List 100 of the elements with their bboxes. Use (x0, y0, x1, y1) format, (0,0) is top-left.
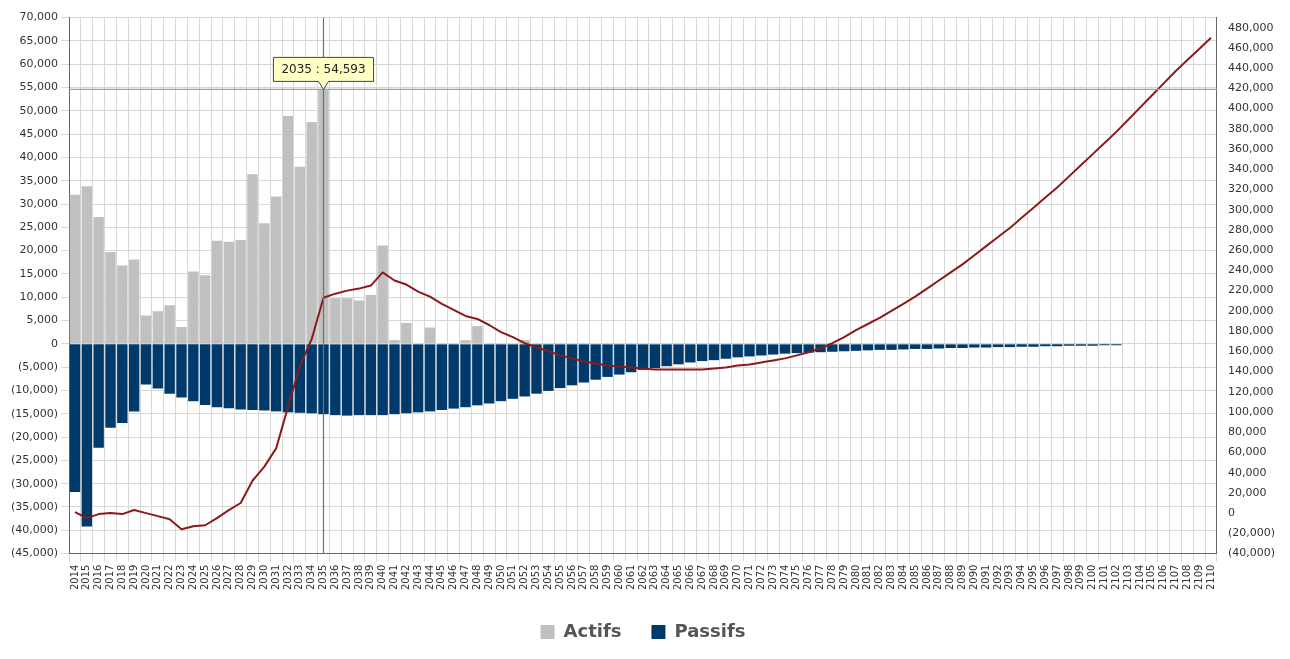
x-tick-label: 2099 (1074, 564, 1086, 590)
x-tick-label: 2036 (328, 564, 340, 590)
x-tick-label: 2104 (1133, 564, 1145, 590)
x-tick-label: 2066 (683, 564, 695, 590)
bar (779, 344, 791, 354)
y-tick-label: 0 (51, 336, 59, 350)
legend-label: Passifs (674, 619, 746, 641)
bar (566, 344, 578, 386)
x-tick-label: 2102 (1109, 564, 1121, 590)
x-tick-label: 2030 (257, 564, 269, 590)
y-tick-label: 70,000 (19, 10, 59, 24)
y-tick-label: (20,000) (10, 429, 59, 443)
y2-tick-label: 180,000 (1227, 323, 1274, 337)
x-tick-label: 2046 (447, 564, 459, 590)
y-tick-label: 10,000 (19, 290, 59, 304)
x-tick-label: 2027 (222, 564, 234, 590)
x-tick-label: 2057 (577, 564, 589, 590)
bar (353, 344, 365, 416)
y2-tick-label: 200,000 (1227, 303, 1274, 317)
bar (495, 344, 507, 402)
x-tick-label: 2085 (908, 564, 920, 590)
y-tick-label: 25,000 (19, 220, 59, 234)
x-tick-label: 2095 (1027, 564, 1039, 590)
x-tick-label: 2063 (648, 564, 660, 590)
y-tick-label: 45,000 (19, 126, 59, 140)
y2-tick-label: 400,000 (1227, 101, 1274, 115)
x-tick-label: 2108 (1180, 564, 1192, 590)
bar (282, 344, 294, 413)
x-tick-label: 2042 (399, 564, 411, 590)
x-tick-label: 2078 (825, 564, 837, 590)
y-tick-label: (15,000) (10, 406, 59, 420)
y2-tick-label: 20,000 (1227, 485, 1267, 499)
x-tick-label: 2065 (672, 564, 684, 590)
y-tick-label: 40,000 (19, 150, 59, 164)
x-tick-label: 2089 (956, 564, 968, 590)
bar (282, 115, 294, 344)
x-tick-label: 2051 (506, 564, 518, 590)
y2-tick-label: (40,000) (1227, 546, 1276, 560)
x-tick-label: 2031 (269, 564, 281, 590)
x-tick-label: 2060 (612, 564, 624, 590)
x-tick-label: 2080 (849, 564, 861, 590)
x-tick-label: 2038 (352, 564, 364, 590)
y2-tick-label: 300,000 (1227, 202, 1274, 216)
y-tick-label: 60,000 (19, 57, 59, 71)
y2-tick-label: 120,000 (1227, 384, 1274, 398)
x-tick-label: 2070 (731, 564, 743, 590)
bar (921, 344, 933, 349)
y2-tick-label: 480,000 (1227, 20, 1274, 34)
x-tick-label: 2047 (459, 564, 471, 590)
x-tick-label: 2017 (104, 564, 116, 590)
x-tick-label: 2105 (1145, 564, 1157, 590)
bar (140, 315, 152, 344)
bar (708, 344, 720, 361)
x-tick-label: 2054 (541, 564, 553, 590)
x-tick-label: 2026 (210, 564, 222, 590)
x-tick-label: 2048 (470, 564, 482, 590)
y2-tick-label: 220,000 (1227, 283, 1274, 297)
x-tick-label: 2032 (281, 564, 293, 590)
x-tick-label: 2019 (127, 564, 139, 590)
y-tick-label: 65,000 (19, 33, 59, 47)
x-tick-label: 2035 (317, 564, 329, 590)
x-tick-label: 2107 (1169, 564, 1181, 590)
x-tick-label: 2075 (790, 564, 802, 590)
x-tick-label: 2086 (920, 564, 932, 590)
x-tick-label: 2061 (624, 564, 636, 590)
x-tick-label: 2091 (979, 564, 991, 590)
x-tick-label: 2100 (1086, 564, 1098, 590)
x-tick-label: 2052 (518, 564, 530, 590)
x-tick-label: 2079 (837, 564, 849, 590)
x-tick-label: 2077 (814, 564, 826, 590)
x-tick-label: 2076 (802, 564, 814, 590)
x-tick-label: 2067 (695, 564, 707, 590)
y2-tick-label: 40,000 (1227, 465, 1267, 479)
x-tick-label: 2045 (435, 564, 447, 590)
y2-tick-label: 360,000 (1227, 141, 1274, 155)
x-tick-label: 2098 (1062, 564, 1074, 590)
bar (637, 344, 649, 370)
x-tick-label: 2072 (754, 564, 766, 590)
x-tick-label: 2016 (92, 564, 104, 590)
x-tick-label: 2092 (991, 564, 1003, 590)
y2-tick-label: (20,000) (1227, 526, 1276, 540)
y2-tick-label: 160,000 (1227, 344, 1274, 358)
x-tick-label: 2039 (364, 564, 376, 590)
x-tick-label: 2087 (932, 564, 944, 590)
x-tick-label: 2097 (1050, 564, 1062, 590)
bar (69, 194, 81, 344)
x-tick-label: 2101 (1098, 564, 1110, 590)
x-tick-label: 2024 (186, 564, 198, 590)
x-tick-label: 2059 (601, 564, 613, 590)
x-tick-label: 2103 (1121, 564, 1133, 590)
bar (353, 300, 365, 344)
y-tick-label: 20,000 (19, 243, 59, 257)
y-tick-label: 15,000 (19, 266, 59, 280)
x-tick-label: 2090 (967, 564, 979, 590)
x-tick-label: 2049 (482, 564, 494, 590)
bar (211, 240, 223, 344)
x-tick-label: 2022 (163, 564, 175, 590)
x-tick-label: 2071 (743, 564, 755, 590)
x-tick-label: 2068 (707, 564, 719, 590)
y2-tick-label: 100,000 (1227, 404, 1274, 418)
